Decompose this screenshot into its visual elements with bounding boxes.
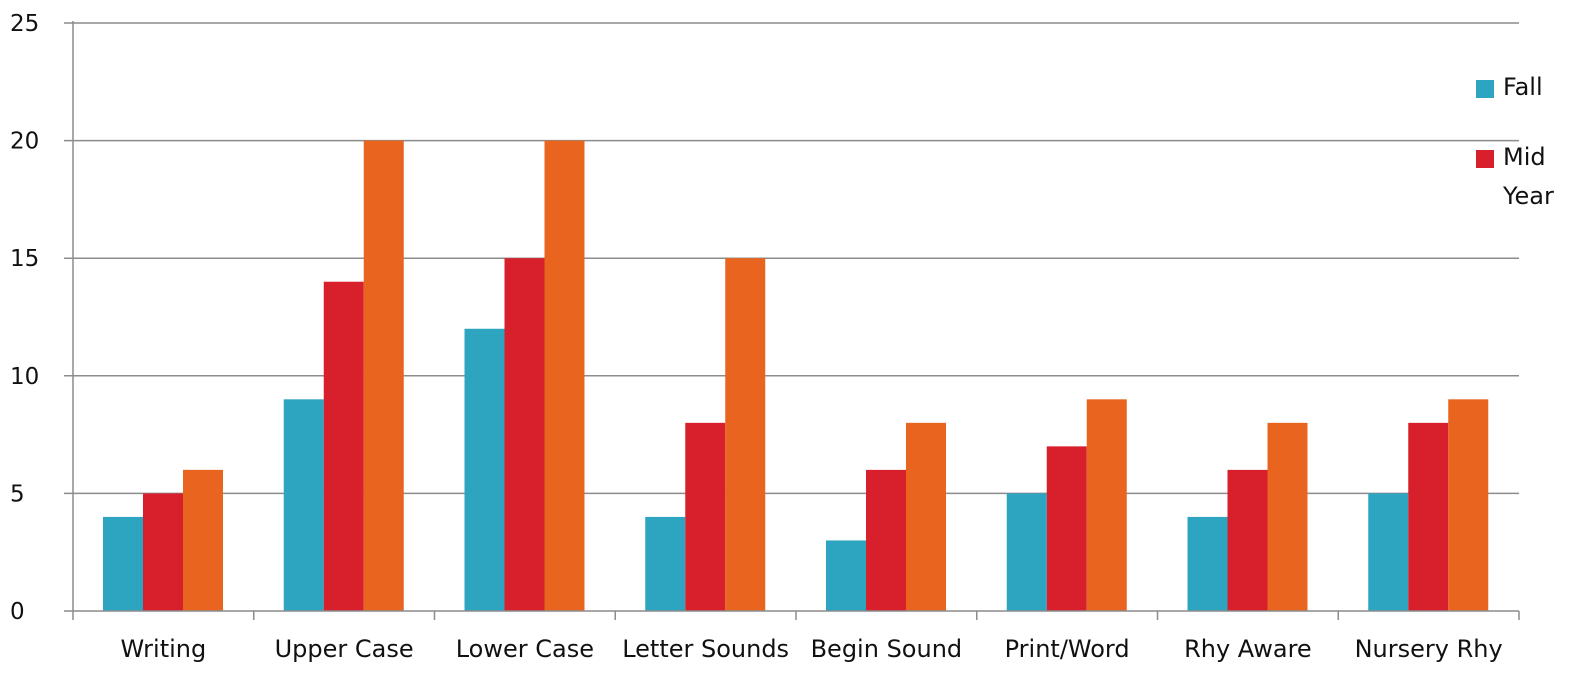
legend-swatch (1476, 80, 1494, 98)
bar (1187, 516, 1228, 611)
legend-label: Mid Year (1502, 143, 1554, 210)
bar (183, 469, 223, 611)
bar (1448, 399, 1489, 611)
y-tick-label: 15 (10, 246, 39, 272)
legend-item: Mid Year (1476, 143, 1554, 210)
x-category-label: Nursery Rhy (1355, 635, 1503, 663)
bar (504, 258, 545, 611)
bar (283, 399, 324, 611)
bar (1227, 469, 1268, 611)
bar (323, 281, 364, 611)
x-category-label: Print/Word (1005, 635, 1130, 663)
bar (544, 140, 585, 611)
bar (906, 422, 946, 611)
bar (685, 422, 726, 611)
bar (1006, 493, 1047, 611)
bar (363, 140, 404, 611)
x-category-label: Letter Sounds (622, 635, 789, 663)
y-tick-label: 10 (10, 364, 39, 390)
legend-label: Fall (1503, 73, 1543, 101)
bar (645, 516, 686, 611)
bar (103, 516, 143, 611)
bar (464, 328, 505, 611)
bar (1408, 422, 1449, 611)
x-axis (64, 21, 1520, 620)
y-tick-label: 20 (10, 129, 39, 155)
bar (866, 469, 906, 611)
bar (1046, 446, 1087, 611)
bar (1267, 422, 1308, 611)
x-axis-category-labels: Writing Upper Case Lower Case Letter Sounds… (121, 635, 1503, 663)
bar (826, 540, 866, 611)
legend-swatch (1476, 150, 1494, 168)
x-category-label: Lower Case (456, 635, 594, 663)
bar (1368, 493, 1409, 611)
legend: Fall Mid Year (1476, 73, 1554, 210)
bar (143, 493, 183, 611)
x-category-label: Upper Case (275, 635, 414, 663)
bar (725, 258, 766, 611)
y-tick-label: 25 (10, 11, 39, 37)
y-tick-label: 5 (10, 481, 25, 507)
legend-item: Fall (1476, 73, 1543, 101)
y-tick-label: 0 (10, 599, 25, 625)
x-category-label: Begin Sound (811, 635, 963, 663)
x-category-label: Writing (121, 635, 207, 663)
y-axis-tick-labels: 0 5 10 15 20 25 (10, 11, 39, 625)
x-category-label: Rhy Aware (1184, 635, 1312, 663)
bar (1086, 399, 1127, 611)
bars (103, 140, 1489, 611)
